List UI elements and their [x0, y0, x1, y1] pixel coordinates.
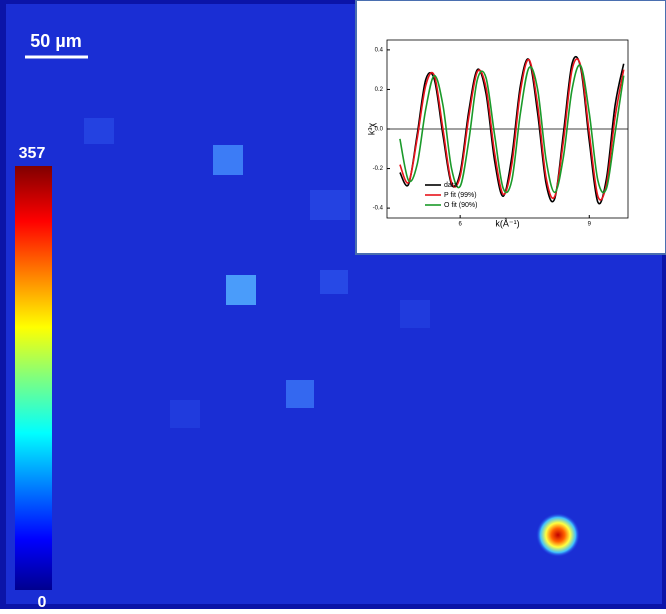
inset: [355, 0, 666, 255]
legend-label: O fit (90%): [444, 202, 477, 209]
colorbar-label: 0: [38, 594, 47, 609]
y-axis-label: k³χ: [366, 123, 376, 135]
series-line: [399, 64, 625, 194]
scale-bar-label: 50 µm: [30, 31, 81, 51]
inset-plot: -0.4 -0.2 0.0 0.2 0.4 6 9 k(Å⁻¹) k³χ data P fit (9…: [366, 39, 629, 228]
colorbar-label: 357: [19, 145, 46, 162]
y-tick-label: 0.2: [375, 87, 384, 93]
legend-label: P fit (99%): [444, 192, 477, 199]
x-axis-label: k(Å⁻¹): [495, 218, 519, 228]
legend-label: data: [444, 182, 458, 189]
y-tick-label: 0.0: [375, 127, 384, 133]
colorbar: [15, 166, 52, 590]
y-tick-label: -0.4: [373, 206, 384, 212]
y-tick-label: -0.2: [373, 166, 384, 172]
series-line: [399, 58, 625, 201]
map-features: [84, 118, 580, 557]
x-tick-label: 9: [588, 222, 592, 228]
x-tick-label: 6: [458, 222, 462, 228]
y-tick-label: 0.4: [375, 47, 384, 53]
colorbar-ticks: 0 357: [19, 145, 47, 611]
